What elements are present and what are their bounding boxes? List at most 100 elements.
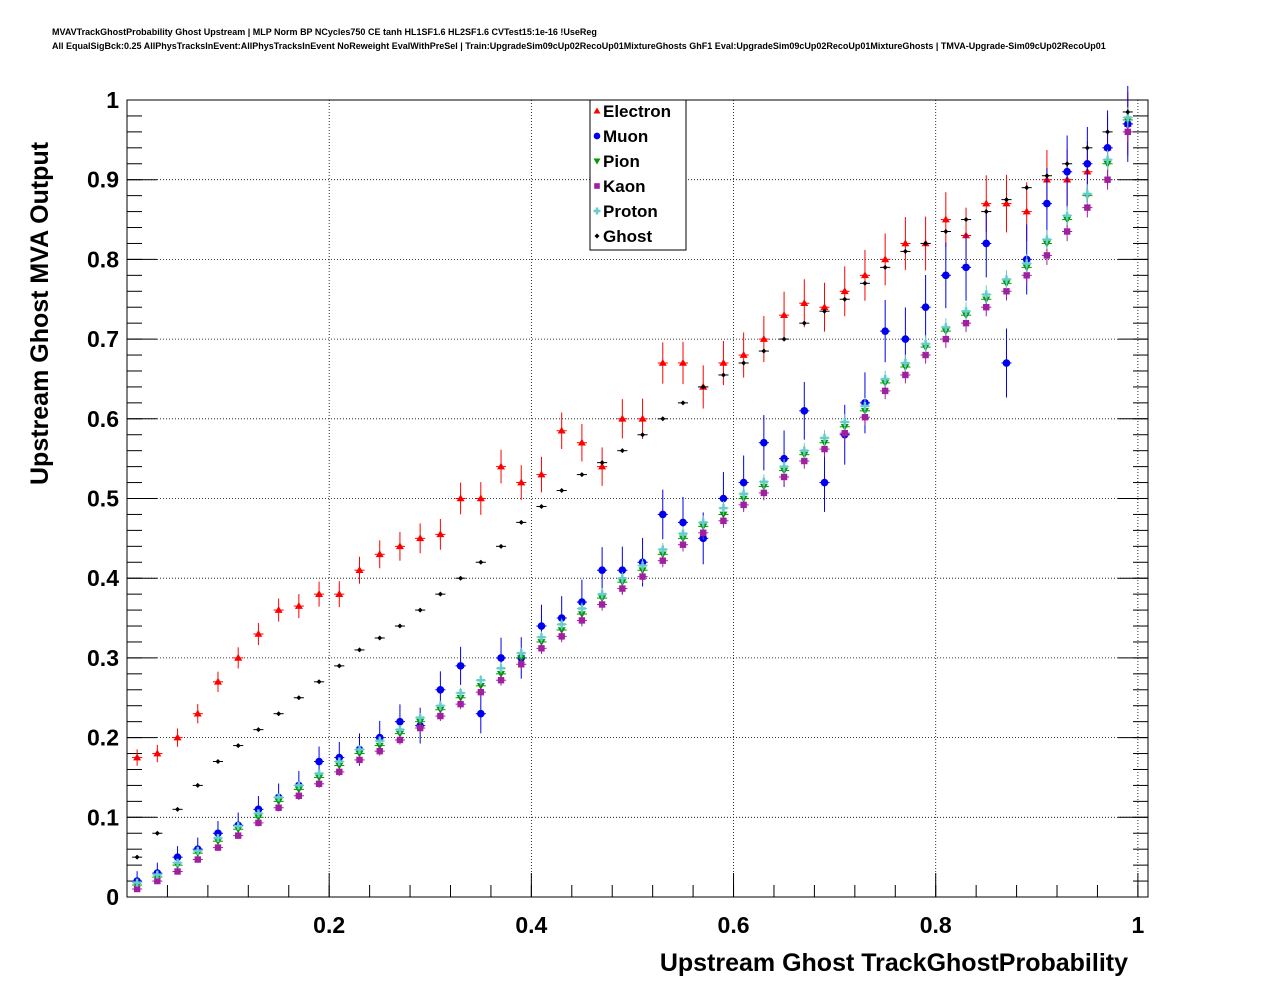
data-point xyxy=(881,374,890,383)
data-point xyxy=(294,602,303,609)
data-point xyxy=(579,472,585,478)
data-point xyxy=(517,478,526,486)
data-point xyxy=(214,829,222,838)
data-point xyxy=(133,885,141,893)
data-point xyxy=(1044,173,1050,179)
data-point xyxy=(335,762,344,770)
data-point xyxy=(456,494,465,502)
data-point xyxy=(882,264,888,270)
data-point xyxy=(559,488,565,494)
data-point xyxy=(881,327,889,335)
y-tick-label: 0.6 xyxy=(87,406,119,432)
data-point xyxy=(640,432,646,438)
data-point xyxy=(801,457,808,465)
data-point xyxy=(315,780,323,788)
data-point xyxy=(417,607,423,613)
x-tick-label: 0.4 xyxy=(515,912,547,938)
data-point xyxy=(941,323,950,332)
data-point xyxy=(1042,235,1051,244)
data-point xyxy=(842,296,848,302)
data-point xyxy=(355,745,364,754)
data-point xyxy=(1063,167,1071,176)
data-point xyxy=(618,574,627,583)
data-point xyxy=(477,709,485,718)
data-point xyxy=(598,601,606,608)
data-point xyxy=(760,438,768,447)
data-point xyxy=(436,685,445,694)
data-point xyxy=(638,414,647,422)
legend-box xyxy=(589,99,687,251)
data-point xyxy=(1084,204,1091,211)
chart-title-line1: MVAVTrackGhostProbability Ghost Upstream… xyxy=(52,27,597,37)
data-point xyxy=(497,462,506,470)
data-point xyxy=(639,573,646,580)
data-point xyxy=(679,518,687,527)
data-point xyxy=(942,271,950,280)
data-point xyxy=(416,534,425,542)
data-point xyxy=(759,477,768,486)
data-point xyxy=(720,372,726,378)
data-point xyxy=(133,878,142,887)
y-tick-label: 0.3 xyxy=(87,645,119,671)
data-point xyxy=(598,590,607,599)
legend-marker-ghost xyxy=(594,233,600,239)
data-point xyxy=(820,478,829,487)
data-point xyxy=(133,753,142,761)
data-point xyxy=(355,750,364,758)
data-point xyxy=(538,503,544,509)
data-point xyxy=(437,712,444,720)
data-point xyxy=(599,460,605,466)
data-point xyxy=(154,877,161,885)
data-point xyxy=(195,782,201,788)
data-point xyxy=(840,287,849,295)
data-point xyxy=(194,856,201,863)
data-point xyxy=(557,620,566,629)
data-point xyxy=(1103,144,1112,152)
data-point xyxy=(296,695,302,701)
data-point xyxy=(658,510,667,519)
data-point xyxy=(1123,113,1132,122)
data-point xyxy=(982,239,991,248)
series-ghost xyxy=(132,109,1133,860)
data-point xyxy=(416,724,424,732)
data-point xyxy=(276,711,282,717)
data-point xyxy=(436,701,445,710)
data-point xyxy=(1063,228,1071,235)
data-point xyxy=(254,629,263,637)
data-point xyxy=(1083,159,1092,168)
data-point xyxy=(335,590,344,597)
data-point xyxy=(315,757,323,766)
data-point xyxy=(679,541,687,548)
data-point xyxy=(1043,199,1051,208)
data-point xyxy=(173,853,182,861)
data-point xyxy=(498,543,504,549)
data-point xyxy=(375,736,384,745)
data-point xyxy=(741,360,747,366)
data-point xyxy=(1023,272,1030,279)
data-point xyxy=(234,653,243,661)
data-point xyxy=(1104,176,1111,183)
data-point xyxy=(254,809,263,818)
data-point xyxy=(700,529,707,536)
data-point xyxy=(881,387,889,395)
data-point xyxy=(901,239,910,247)
data-point xyxy=(458,575,464,581)
series-proton xyxy=(132,107,1133,887)
data-point xyxy=(962,307,971,316)
data-point xyxy=(315,590,324,597)
data-point xyxy=(537,633,546,642)
data-point xyxy=(377,635,383,641)
data-point xyxy=(921,303,930,312)
data-point xyxy=(456,694,465,702)
data-point xyxy=(680,400,686,406)
data-point xyxy=(294,786,303,794)
data-point xyxy=(598,566,606,575)
data-point xyxy=(822,308,828,314)
data-point xyxy=(902,248,908,254)
data-point xyxy=(720,517,727,525)
data-point xyxy=(395,542,404,550)
data-point xyxy=(739,351,748,358)
data-point xyxy=(983,304,990,311)
data-point xyxy=(1063,211,1072,220)
